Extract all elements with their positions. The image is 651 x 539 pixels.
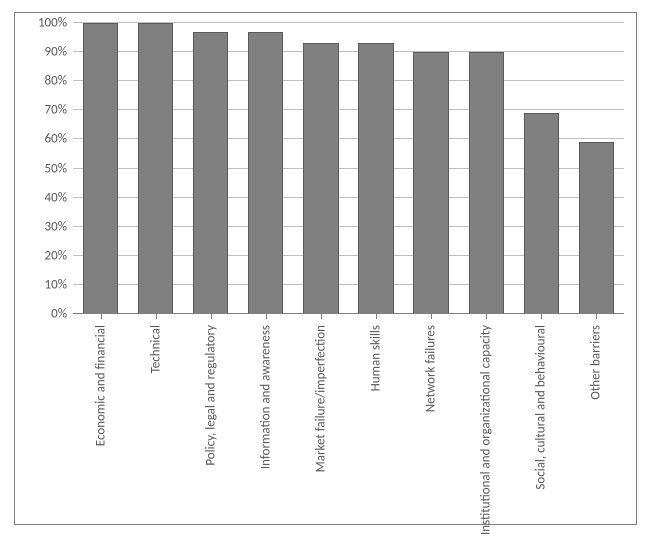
bar (303, 43, 338, 314)
y-tick-label: 10% (45, 277, 73, 292)
x-tick-label: Technical (148, 325, 163, 373)
bar-slot (128, 23, 183, 314)
bar-slot (183, 23, 238, 314)
bar (469, 52, 504, 314)
x-tick-label: Economic and financial (93, 325, 108, 446)
bar-slot (73, 23, 128, 314)
x-axis-labels: Economic and financial Technical Policy, l… (73, 319, 624, 524)
bar-slot (238, 23, 293, 314)
bar-slot (293, 23, 348, 314)
bar-slot (514, 23, 569, 314)
bars-group (73, 23, 624, 314)
bar-slot (459, 23, 514, 314)
chart-frame: 0%10%20%30%40%50%60%70%80%90%100% Econom… (0, 0, 651, 539)
x-tick-label: Human skills (369, 325, 384, 391)
y-tick-label: 40% (45, 190, 73, 205)
bar-slot (348, 23, 403, 314)
x-label-slot: Social, cultural and behavioural (514, 319, 569, 524)
bar (579, 142, 614, 314)
x-tick-label: Institutional and organizational capacit… (479, 325, 494, 535)
x-label-slot: Market failure/imperfection (293, 319, 348, 524)
x-label-slot: Technical (128, 319, 183, 524)
y-tick-label: 100% (38, 16, 73, 31)
x-tick-label: Social, cultural and behavioural (534, 325, 549, 490)
x-tick-label: Information and awareness (258, 325, 273, 469)
plot-area: 0%10%20%30%40%50%60%70%80%90%100% (73, 23, 624, 314)
x-label-slot: Economic and financial (73, 319, 128, 524)
x-label-slot: Human skills (348, 319, 403, 524)
x-tick-label: Other barriers (589, 325, 604, 400)
x-label-slot: Other barriers (569, 319, 624, 524)
bar (83, 23, 118, 314)
x-tick-label: Market failure/imperfection (313, 325, 328, 472)
x-label-slot: Institutional and organizational capacit… (459, 319, 514, 524)
bar-slot (404, 23, 459, 314)
y-tick-label: 0% (51, 307, 73, 322)
y-tick-label: 80% (45, 74, 73, 89)
chart-container: 0%10%20%30%40%50%60%70%80%90%100% Econom… (14, 12, 637, 525)
y-tick-label: 30% (45, 219, 73, 234)
x-axis-line (73, 313, 624, 314)
y-tick-label: 60% (45, 132, 73, 147)
bar (358, 43, 393, 314)
bar-slot (569, 23, 624, 314)
bar (248, 32, 283, 314)
y-tick-label: 20% (45, 248, 73, 263)
y-tick-label: 70% (45, 103, 73, 118)
y-tick-label: 50% (45, 161, 73, 176)
bar (524, 113, 559, 314)
bar (413, 52, 448, 314)
x-label-slot: Information and awareness (238, 319, 293, 524)
x-tick-label: Network failures (424, 325, 439, 412)
bar (193, 32, 228, 314)
x-label-slot: Policy, legal and regulatory (183, 319, 238, 524)
x-label-slot: Network failures (404, 319, 459, 524)
y-tick-label: 90% (45, 45, 73, 60)
x-tick-label: Policy, legal and regulatory (203, 325, 218, 466)
bar (138, 23, 173, 314)
